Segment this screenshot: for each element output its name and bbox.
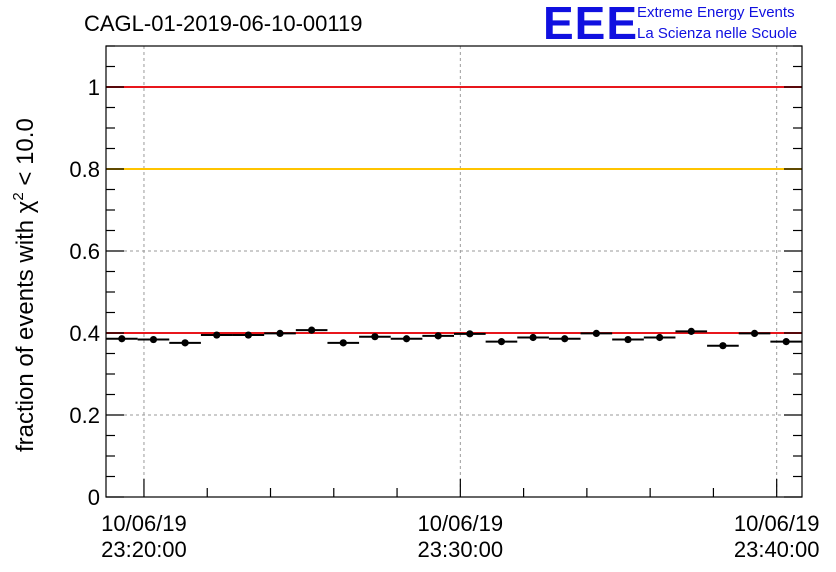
- y-tick-label: 0.4: [69, 321, 100, 346]
- y-tick-label: 0.2: [69, 403, 100, 428]
- data-points: [106, 326, 802, 350]
- data-point: [276, 329, 284, 338]
- data-point: [371, 333, 379, 341]
- y-axis-ticks: 0 0.2 0.4 0.6 0.8 1: [69, 45, 802, 510]
- eee-logo: EEE Extreme Energy Events La Scienza nel…: [543, 0, 797, 49]
- y-tick-label: 0.8: [69, 157, 100, 182]
- data-point: [118, 335, 126, 343]
- chart-title: CAGL-01-2019-06-10-00119: [84, 11, 362, 36]
- y-tick-label: 0.6: [69, 239, 100, 264]
- logo-line-1: Extreme Energy Events: [637, 4, 795, 21]
- y-tick-label: 1: [88, 75, 100, 100]
- data-point: [308, 326, 316, 334]
- x-tick-label-date: 10/06/19: [418, 511, 504, 536]
- data-point: [244, 331, 252, 339]
- y-axis-title-symbol: χ: [12, 200, 39, 213]
- x-tick-label-date: 10/06/19: [734, 511, 820, 536]
- y-axis-title: fraction of events with χ2 < 10.0: [10, 118, 39, 452]
- data-point: [497, 338, 506, 346]
- y-axis-title-superscript: 2: [10, 192, 27, 200]
- data-point: [719, 342, 727, 350]
- x-axis-ticks: 10/06/1923:20:0010/06/1923:30:0010/06/19…: [101, 479, 820, 562]
- logo-letters: EEE: [543, 0, 638, 49]
- y-tick-label: 0: [88, 485, 100, 510]
- data-point: [750, 329, 759, 338]
- logo-line-2: La Scienza nelle Scuole: [637, 25, 797, 42]
- x-tick-label-date: 10/06/19: [101, 511, 187, 536]
- data-point: [213, 331, 221, 339]
- data-point: [592, 329, 600, 338]
- data-point: [149, 335, 158, 344]
- data-point: [529, 333, 537, 342]
- data-point: [402, 335, 411, 343]
- data-point: [687, 327, 695, 335]
- y-axis-title-prefix: fraction of events with: [12, 213, 39, 452]
- data-point: [466, 330, 474, 338]
- data-point: [339, 339, 347, 347]
- data-point: [181, 339, 189, 347]
- y-axis-title-suffix: < 10.0: [12, 118, 39, 192]
- x-tick-label-time: 23:20:00: [101, 537, 187, 562]
- data-point: [782, 338, 790, 346]
- x-tick-label-time: 23:30:00: [418, 537, 504, 562]
- data-point: [434, 332, 442, 340]
- x-tick-label-time: 23:40:00: [734, 537, 820, 562]
- data-point: [624, 335, 632, 344]
- data-point: [656, 333, 664, 342]
- data-point: [561, 335, 569, 343]
